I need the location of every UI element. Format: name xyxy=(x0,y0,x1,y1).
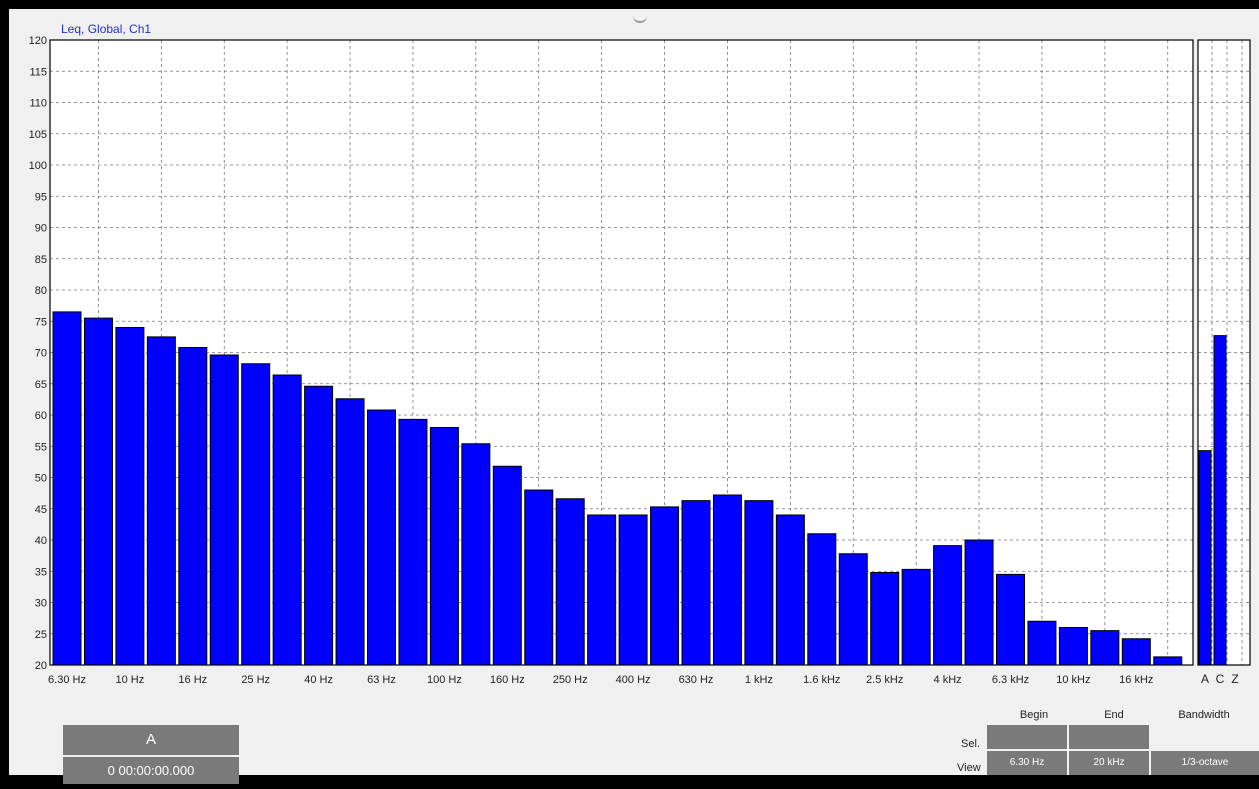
bar xyxy=(1153,656,1183,666)
bar xyxy=(712,494,742,666)
y-tick-label: 75 xyxy=(35,316,47,328)
bar xyxy=(492,465,522,666)
bar xyxy=(681,500,711,666)
y-tick-label: 50 xyxy=(35,473,47,485)
begin-header: Begin xyxy=(1019,709,1049,721)
y-tick-label: 65 xyxy=(35,379,47,391)
x-tick-label: 40 Hz xyxy=(304,674,333,686)
bar xyxy=(1027,620,1057,666)
weighted-bar xyxy=(1198,450,1212,666)
analyzer-window: Leq, Global, Ch1 20 25 30 35 40 45 50 55 60 65 70 75… xyxy=(9,9,1259,789)
bar xyxy=(775,514,805,666)
bar xyxy=(838,553,868,666)
x-tick-label: 4 kHz xyxy=(934,674,962,686)
cursor-arrow-icon: ↕ xyxy=(629,774,636,789)
x-tick-label: 63 Hz xyxy=(367,674,396,686)
bar xyxy=(209,354,239,666)
y-tick-label: 85 xyxy=(35,254,47,266)
sel-begin-cell[interactable] xyxy=(987,725,1067,749)
y-tick-label: 90 xyxy=(35,223,47,235)
plot-border xyxy=(49,39,1194,666)
y-tick-label: 100 xyxy=(29,160,47,172)
top-resize-handle[interactable] xyxy=(633,13,647,23)
weighted-label: A xyxy=(1201,672,1209,686)
bar xyxy=(52,311,82,666)
bar xyxy=(178,347,208,666)
bar xyxy=(304,385,334,666)
bandwidth-header: Bandwidth xyxy=(1178,709,1230,721)
weighted-label: Z xyxy=(1231,672,1238,686)
y-tick-label: 55 xyxy=(35,441,47,453)
bar xyxy=(807,533,837,666)
x-tick-label: 16 Hz xyxy=(178,674,207,686)
bar xyxy=(272,374,302,666)
bar xyxy=(146,336,176,666)
bar xyxy=(1090,630,1120,666)
y-tick-label: 105 xyxy=(29,129,47,141)
x-tick-label: 100 Hz xyxy=(427,674,462,686)
bar xyxy=(335,398,365,666)
bar xyxy=(429,427,459,666)
bar xyxy=(115,327,145,666)
bar xyxy=(901,568,931,666)
view-end-cell[interactable]: 20 kHz xyxy=(1069,751,1149,775)
x-tick-label: 16 kHz xyxy=(1119,674,1153,686)
time-readout: 0 00:00:00.000 xyxy=(63,757,239,784)
x-tick-label: 630 Hz xyxy=(679,674,714,686)
view-label: View xyxy=(957,762,981,774)
x-tick-label: 10 Hz xyxy=(116,674,145,686)
y-tick-label: 70 xyxy=(35,348,47,360)
y-tick-label: 80 xyxy=(35,285,47,297)
bar xyxy=(398,418,428,666)
y-tick-label: 35 xyxy=(35,566,47,578)
chart-title: Leq, Global, Ch1 xyxy=(61,22,151,36)
y-tick-label: 30 xyxy=(35,598,47,610)
weighting-label: A xyxy=(63,725,239,757)
weighted-bar xyxy=(1213,335,1227,666)
x-tick-label: 10 kHz xyxy=(1056,674,1090,686)
bar xyxy=(555,498,585,666)
x-tick-label: 6.3 kHz xyxy=(992,674,1029,686)
y-tick-label: 115 xyxy=(29,66,47,78)
x-tick-label: 2.5 kHz xyxy=(866,674,903,686)
y-tick-label: 120 xyxy=(29,35,47,47)
x-tick-label: 160 Hz xyxy=(490,674,525,686)
bar xyxy=(933,545,963,666)
weighted-label: C xyxy=(1216,672,1225,686)
y-tick-label: 95 xyxy=(35,191,47,203)
y-tick-label: 20 xyxy=(35,660,47,672)
bar xyxy=(964,539,994,666)
bar xyxy=(744,500,774,666)
x-tick-label: 250 Hz xyxy=(553,674,588,686)
y-tick-label: 45 xyxy=(35,504,47,516)
spectrum-chart[interactable]: Leq, Global, Ch1 20 25 30 35 40 45 50 55 60 65 70 75… xyxy=(9,9,1259,775)
bar xyxy=(83,317,113,666)
y-tick-label: 110 xyxy=(29,98,47,110)
end-header: End xyxy=(1104,709,1124,721)
y-tick-label: 25 xyxy=(35,629,47,641)
x-tick-label: 6.30 Hz xyxy=(48,674,86,686)
bar xyxy=(524,489,554,666)
bar xyxy=(367,409,396,666)
bar xyxy=(618,514,648,666)
x-tick-label: 25 Hz xyxy=(241,674,270,686)
bar xyxy=(241,363,271,666)
sel-end-cell[interactable] xyxy=(1069,725,1149,749)
weighted-border xyxy=(1197,39,1251,666)
bar xyxy=(996,573,1025,666)
bar xyxy=(587,514,617,666)
x-tick-label: 400 Hz xyxy=(616,674,651,686)
bar xyxy=(1058,627,1088,666)
x-tick-label: 1.6 kHz xyxy=(803,674,840,686)
bar xyxy=(870,572,900,666)
x-tick-label: 1 kHz xyxy=(745,674,773,686)
bar xyxy=(461,443,491,666)
bandwidth-cell[interactable]: 1/3-octave xyxy=(1151,751,1259,775)
y-tick-label: 60 xyxy=(35,410,47,422)
y-tick-label: 40 xyxy=(35,535,47,547)
view-begin-cell[interactable]: 6.30 Hz xyxy=(987,751,1067,775)
sel-label: Sel. xyxy=(961,738,980,750)
bar xyxy=(650,506,680,666)
bar xyxy=(1121,638,1151,666)
